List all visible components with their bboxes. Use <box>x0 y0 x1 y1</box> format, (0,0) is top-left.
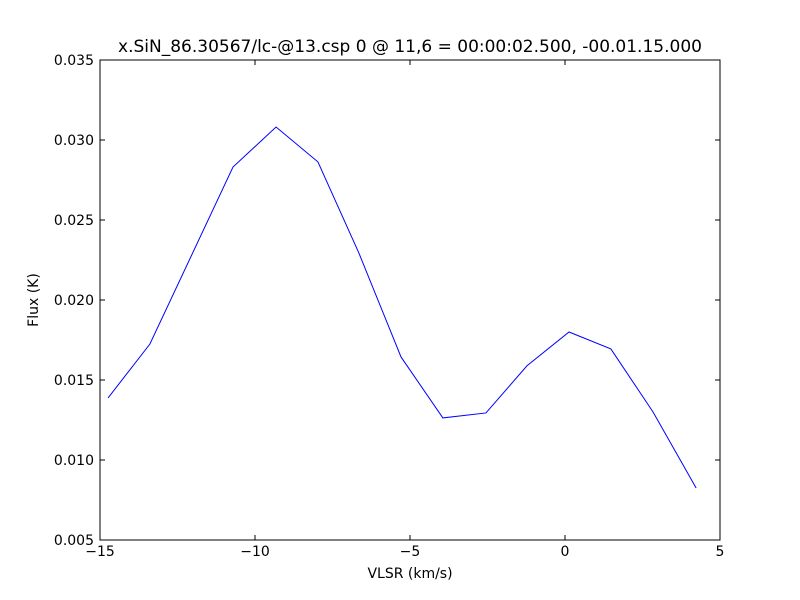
y-tick-label: 0.015 <box>54 373 94 389</box>
x-tick-label: −10 <box>240 544 270 560</box>
x-tick-label: −5 <box>400 544 421 560</box>
y-tick-label: 0.030 <box>54 133 94 149</box>
plot-frame <box>99 59 721 541</box>
x-tick-label: 0 <box>561 544 570 560</box>
x-axis-label: VLSR (km/s) <box>367 566 452 582</box>
y-tick-label: 0.005 <box>54 533 94 549</box>
y-tick-label: 0.025 <box>54 213 94 229</box>
y-axis-label: Flux (K) <box>26 273 42 327</box>
y-tick-label: 0.020 <box>54 293 94 309</box>
y-tick-label: 0.010 <box>54 453 94 469</box>
chart-title: x.SiN_86.30567/lc-@13.csp 0 @ 11,6 = 00:… <box>118 37 702 57</box>
x-tick-label: −15 <box>85 544 115 560</box>
y-tick-label: 0.035 <box>54 53 94 69</box>
data-line <box>107 126 697 489</box>
x-tick-label: 5 <box>716 544 725 560</box>
